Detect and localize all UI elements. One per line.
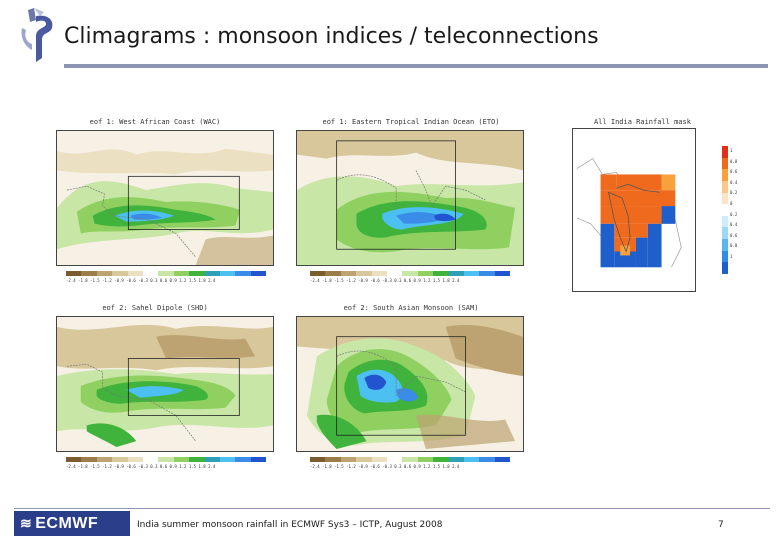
- colorbar-swatch: [189, 271, 205, 276]
- map-panel-wac: eof 1: West African Coast (WAC) -2.4 -1.…: [30, 118, 280, 294]
- title-divider: [64, 64, 768, 68]
- colorbar-swatch: [142, 271, 159, 276]
- colorbar-swatch: [356, 271, 372, 276]
- colorbar-swatch: [356, 457, 372, 462]
- colorbar-labels-sam: -2.4 -1.8 -1.5 -1.2 -0.9 -0.6 -0.3 0.3 0…: [310, 464, 460, 469]
- map-panel-sam: eof 2: South Asian Monsoon (SAM) -2.4 -1…: [286, 304, 536, 480]
- colorbar-swatch: [433, 271, 449, 276]
- colorbar-swatch: [371, 271, 387, 276]
- vertical-colorbar-swatch: [722, 204, 728, 216]
- colorbar-swatch: [417, 457, 434, 462]
- colorbar-swatch: [479, 271, 495, 276]
- colorbar-swatch: [494, 271, 511, 276]
- ecmwf-logo: ≋ ECMWF: [14, 511, 130, 536]
- colorbar-swatch: [142, 457, 159, 462]
- vertical-colorbar-swatch: [722, 250, 728, 263]
- colorbar-swatch: [310, 271, 326, 276]
- colorbar-swatch: [158, 271, 174, 276]
- colorbar-eto: [310, 271, 511, 276]
- colorbar-swatch: [127, 457, 143, 462]
- colorbar-swatch: [325, 271, 341, 276]
- colorbar-swatch: [463, 457, 480, 462]
- colorbar-swatch: [250, 271, 267, 276]
- colorbar-swatch: [463, 271, 480, 276]
- colorbar-swatch: [204, 271, 220, 276]
- vertical-colorbar: [722, 146, 728, 275]
- colorbar-swatch: [371, 457, 387, 462]
- map-panel-shd: eof 2: Sahel Dipole (SHD) -2.4 -1.8 -1.5…: [30, 304, 280, 480]
- colorbar-swatch: [494, 457, 511, 462]
- ecmwf-logo-text: ECMWF: [35, 514, 99, 532]
- footer-caption: India summer monsoon rainfall in ECMWF S…: [137, 520, 443, 530]
- vertical-colorbar-swatch: [722, 227, 728, 240]
- page-title: Climagrams : monsoon indices / teleconne…: [64, 24, 599, 49]
- panel-title-wac: eof 1: West African Coast (WAC): [89, 118, 221, 126]
- vertical-colorbar-swatch: [722, 146, 728, 158]
- map-plot-wac: [56, 130, 274, 266]
- panel-title-eto: eof 1: Eastern Tropical Indian Ocean (ET…: [322, 118, 500, 126]
- panel-title-air: All India Rainfall mask: [594, 118, 691, 126]
- map-plot-shd: [56, 316, 274, 452]
- vertical-colorbar-swatch: [722, 157, 728, 170]
- colorbar-swatch: [219, 271, 236, 276]
- panel-title-shd: eof 2: Sahel Dipole (SHD): [102, 304, 208, 312]
- colorbar-swatch: [325, 457, 341, 462]
- map-plot-air: [572, 128, 696, 292]
- vertical-colorbar-swatch: [722, 180, 728, 193]
- colorbar-swatch: [402, 271, 418, 276]
- colorbar-swatch: [66, 457, 82, 462]
- colorbar-swatch: [96, 457, 113, 462]
- colorbar-swatch: [189, 457, 205, 462]
- colorbar-swatch: [310, 457, 326, 462]
- colorbar-swatch: [127, 271, 143, 276]
- colorbar-swatch: [81, 457, 97, 462]
- vertical-colorbar-swatch: [722, 262, 728, 275]
- ictp-logo: [21, 8, 53, 63]
- colorbar-swatch: [112, 457, 128, 462]
- colorbar-swatch: [204, 457, 220, 462]
- colorbar-swatch: [173, 271, 190, 276]
- colorbar-swatch: [340, 271, 357, 276]
- colorbar-swatch: [433, 457, 449, 462]
- colorbar-labels-eto: -2.4 -1.8 -1.5 -1.2 -0.9 -0.6 -0.3 0.3 0…: [310, 278, 460, 283]
- colorbar-swatch: [386, 457, 403, 462]
- page-number: 7: [718, 520, 724, 530]
- colorbar-sam: [310, 457, 511, 462]
- colorbar-swatch: [417, 271, 434, 276]
- vertical-colorbar-labels: 1 0.8 0.6 0.4 0.2 0 0.2 0.4 0.6 0.8 1: [730, 148, 738, 259]
- colorbar-swatch: [479, 457, 495, 462]
- vertical-colorbar-swatch: [722, 192, 728, 205]
- colorbar-swatch: [340, 457, 357, 462]
- colorbar-swatch: [448, 271, 464, 276]
- panel-title-sam: eof 2: South Asian Monsoon (SAM): [343, 304, 479, 312]
- vertical-colorbar-swatch: [722, 169, 728, 181]
- swirl-icon: ≋: [20, 515, 33, 531]
- colorbar-shd: [66, 457, 267, 462]
- map-panel-air: All India Rainfall mask: [558, 114, 704, 300]
- colorbar-swatch: [235, 271, 251, 276]
- colorbar-swatch: [219, 457, 236, 462]
- vertical-colorbar-swatch: [722, 215, 728, 228]
- colorbar-swatch: [66, 271, 82, 276]
- map-plot-sam: [296, 316, 524, 452]
- colorbar-swatch: [235, 457, 251, 462]
- colorbar-labels-shd: -2.4 -1.8 -1.5 -1.2 -0.9 -0.6 -0.3 0.3 0…: [66, 464, 216, 469]
- colorbar-labels-wac: -2.4 -1.8 -1.5 -1.2 -0.9 -0.6 -0.3 0.3 0…: [66, 278, 216, 283]
- colorbar-swatch: [112, 271, 128, 276]
- footer-divider: [14, 508, 770, 509]
- vertical-colorbar-swatch: [722, 239, 728, 251]
- colorbar-swatch: [448, 457, 464, 462]
- colorbar-wac: [66, 271, 267, 276]
- colorbar-swatch: [250, 457, 267, 462]
- map-plot-eto: [296, 130, 524, 266]
- colorbar-swatch: [402, 457, 418, 462]
- map-panel-eto: eof 1: Eastern Tropical Indian Ocean (ET…: [286, 118, 536, 294]
- colorbar-swatch: [96, 271, 113, 276]
- colorbar-swatch: [81, 271, 97, 276]
- colorbar-swatch: [158, 457, 174, 462]
- colorbar-swatch: [386, 271, 403, 276]
- colorbar-swatch: [173, 457, 190, 462]
